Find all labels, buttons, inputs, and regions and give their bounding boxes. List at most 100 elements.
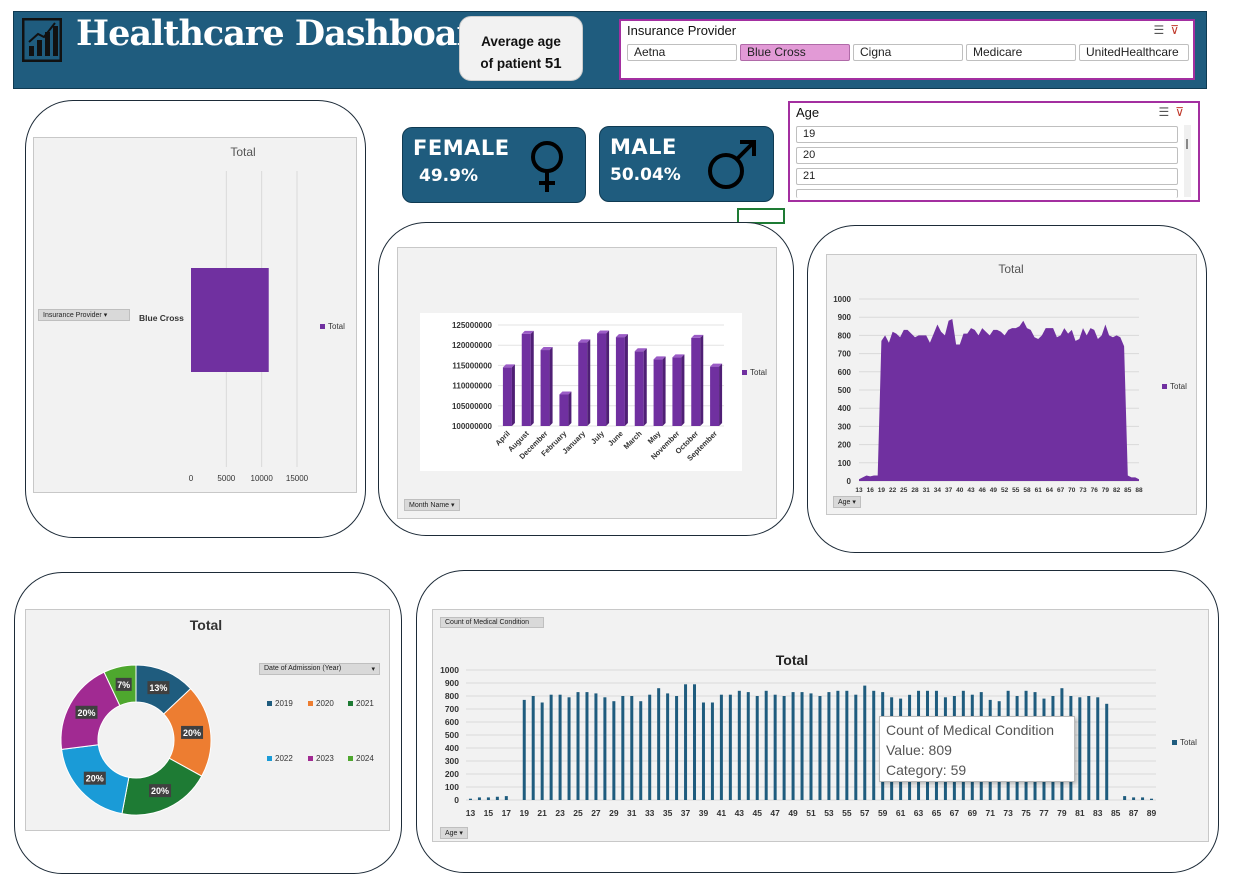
- x-tick-label: 70: [1068, 487, 1076, 494]
- y-tick-label: 120000000: [452, 341, 493, 350]
- insurance-bar-chart: 0 5000 10000 15000: [189, 171, 309, 483]
- slicer-option-aetna[interactable]: Aetna: [627, 44, 737, 61]
- slicer-tools: ☰⊽: [1158, 105, 1190, 119]
- multi-select-icon[interactable]: ☰: [1153, 23, 1171, 37]
- y-tick-label: 0: [847, 477, 852, 486]
- admission-year-field-button[interactable]: Date of Admission (Year) ▾: [259, 663, 380, 675]
- bar-side: [511, 364, 515, 426]
- age-field-button[interactable]: Age ▾: [440, 827, 468, 839]
- bar-top: [691, 334, 704, 338]
- y-tick-label: 0: [454, 795, 459, 805]
- y-tick-label: 400: [445, 743, 459, 753]
- female-card: FEMALE 49.9%: [402, 127, 586, 203]
- x-tick-label: 59: [878, 808, 888, 818]
- bar-top: [710, 363, 723, 367]
- y-tick-label: 600: [445, 717, 459, 727]
- column-age-44: [746, 692, 750, 800]
- slicer-option-medicare[interactable]: Medicare: [966, 44, 1076, 61]
- column-age-81: [1078, 697, 1082, 800]
- legend-2024: 2024: [348, 754, 374, 763]
- y-tick-label: 700: [838, 350, 852, 359]
- bar-top: [634, 348, 647, 352]
- y-tick-label: 200: [445, 769, 459, 779]
- column-age-13: [468, 798, 472, 800]
- column-age-53: [827, 692, 831, 800]
- age-option-partial[interactable]: [796, 189, 1178, 198]
- slicer-scrollbar[interactable]: [1184, 125, 1191, 197]
- x-tick-label: 55: [842, 808, 852, 818]
- x-tick-label: 15: [484, 808, 494, 818]
- bar-november: [672, 357, 682, 426]
- x-tick-label: 47: [770, 808, 780, 818]
- x-tick-label: 28: [911, 487, 919, 494]
- y-tick-label: 500: [445, 730, 459, 740]
- data-label: 20%: [77, 708, 95, 718]
- bar-top: [615, 334, 628, 338]
- x-tick-label: 17: [502, 808, 512, 818]
- legend-total: Total: [1172, 738, 1197, 747]
- x-tick-label: 71: [985, 808, 995, 818]
- y-tick-label: 1000: [833, 295, 851, 304]
- chart-tooltip: Count of Medical Condition Value: 809 Ca…: [879, 716, 1075, 782]
- column-age-40: [710, 702, 714, 800]
- average-age-label: Average age: [481, 34, 561, 49]
- bar-september: [710, 366, 720, 426]
- x-tick-label: 77: [1039, 808, 1049, 818]
- clear-filter-icon[interactable]: ⊽: [1170, 23, 1185, 37]
- multi-select-icon[interactable]: ☰: [1158, 105, 1176, 119]
- column-age-41: [719, 694, 723, 800]
- x-tick-label: 43: [967, 487, 975, 494]
- insurance-provider-field-button[interactable]: Insurance Provider ▾: [38, 309, 130, 321]
- bar-july: [597, 333, 607, 426]
- column-age-55: [845, 690, 849, 800]
- column-age-26: [585, 692, 589, 800]
- column-age-50: [800, 692, 804, 800]
- x-tick-label: 19: [520, 808, 530, 818]
- slicer-title: Age: [796, 105, 820, 120]
- clear-filter-icon[interactable]: ⊽: [1175, 105, 1190, 119]
- bar-side: [719, 363, 723, 426]
- y-tick-label: 300: [445, 756, 459, 766]
- bar-december: [540, 350, 550, 426]
- column-age-56: [854, 694, 858, 800]
- bar-may: [653, 359, 663, 426]
- average-age-value: 51: [544, 55, 562, 72]
- scrollbar-thumb[interactable]: [1186, 139, 1188, 149]
- column-age-51: [809, 693, 813, 800]
- count-medical-condition-field-button[interactable]: Count of Medical Condition: [440, 617, 544, 628]
- y-tick-label: 100: [838, 459, 852, 468]
- column-age-30: [621, 696, 625, 800]
- column-age-89: [1150, 798, 1154, 800]
- column-age-25: [576, 692, 580, 800]
- column-age-87: [1132, 797, 1136, 800]
- age-field-button[interactable]: Age ▾: [833, 496, 861, 508]
- slicer-option-cigna[interactable]: Cigna: [853, 44, 963, 61]
- x-tick-label: 65: [932, 808, 942, 818]
- column-age-27: [594, 693, 598, 800]
- x-tick-label: 29: [609, 808, 619, 818]
- bar-top: [559, 391, 572, 395]
- female-percentage: 49.9%: [419, 166, 478, 186]
- data-label-bg: [147, 681, 170, 695]
- x-tick-label: 19: [878, 487, 886, 494]
- x-tick-label: 64: [1046, 487, 1054, 494]
- tooltip-value: Value: 809: [886, 742, 952, 758]
- column-age-49: [791, 692, 795, 800]
- age-option[interactable]: 21: [796, 168, 1178, 185]
- column-age-17: [504, 796, 508, 800]
- bar-side: [662, 356, 666, 426]
- column-age-47: [773, 694, 777, 800]
- age-option[interactable]: 20: [796, 147, 1178, 164]
- month-name-field-button[interactable]: Month Name ▾: [404, 499, 460, 511]
- slicer-option-blue-cross[interactable]: Blue Cross: [740, 44, 850, 61]
- age-option[interactable]: 19: [796, 126, 1178, 143]
- x-tick-label: 51: [806, 808, 816, 818]
- bar-august: [521, 333, 531, 426]
- slicer-option-unitedhealthcare[interactable]: UnitedHealthcare: [1079, 44, 1189, 61]
- x-tick-label: 23: [555, 808, 565, 818]
- admission-donut-chart: 13% 20% 20% 20% 20% 7%: [60, 664, 212, 816]
- legend-2022: 2022: [267, 754, 293, 763]
- bar-february: [559, 394, 569, 426]
